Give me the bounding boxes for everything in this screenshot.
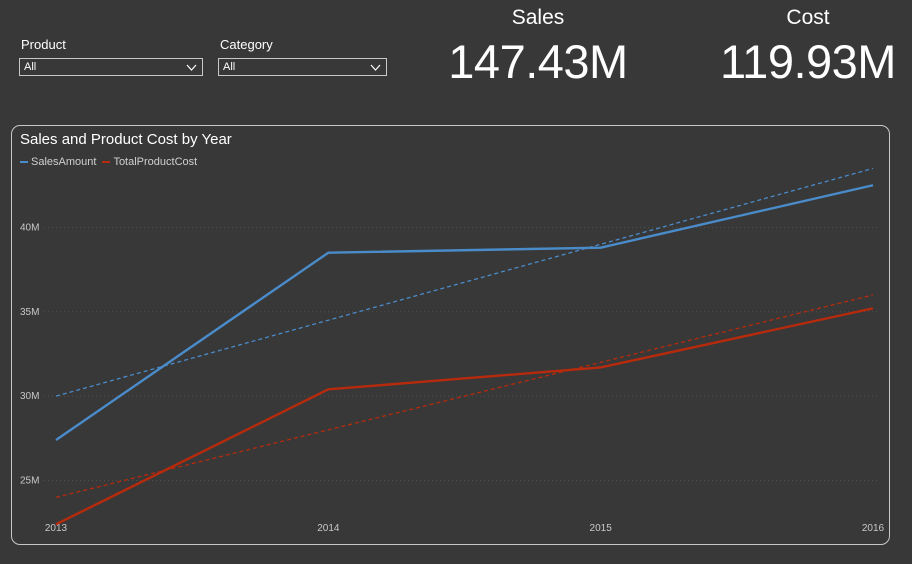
cost-kpi-title: Cost — [786, 6, 830, 29]
chart-legend: SalesAmount TotalProductCost — [20, 156, 197, 168]
legend-label-sales: SalesAmount — [31, 156, 97, 168]
sales-kpi-title: Sales — [511, 6, 565, 29]
sales-kpi-value: 147.43M — [448, 35, 628, 88]
legend-swatch-sales — [20, 161, 28, 163]
legend-item-sales[interactable]: SalesAmount — [20, 156, 96, 168]
chevron-down-icon — [186, 64, 197, 71]
trend-line — [55, 294, 874, 498]
product-dropdown-value: All — [24, 61, 37, 73]
category-dropdown-value: All — [223, 61, 236, 73]
legend-label-cost: TotalProductCost — [113, 156, 198, 168]
category-slicer-label: Category — [220, 37, 273, 52]
category-dropdown[interactable]: All — [218, 58, 387, 76]
series-line — [55, 307, 874, 526]
chevron-down-icon — [370, 64, 381, 71]
product-dropdown[interactable]: All — [19, 58, 203, 76]
trend-line — [55, 167, 874, 397]
legend-item-cost[interactable]: TotalProductCost — [102, 156, 197, 168]
line-chart-visual[interactable] — [11, 125, 890, 545]
cost-kpi-card: Cost 119.93M — [688, 6, 912, 89]
x-tick-label: 2014 — [317, 523, 340, 534]
y-tick-label: 30M — [20, 391, 39, 402]
product-slicer: Product All — [19, 37, 203, 76]
y-tick-label: 25M — [20, 475, 39, 486]
y-tick-label: 40M — [20, 222, 39, 233]
sales-kpi-card: Sales 147.43M — [418, 6, 658, 89]
x-tick-label: 2015 — [590, 523, 613, 534]
y-tick-label: 35M — [20, 307, 39, 318]
chart-title: Sales and Product Cost by Year — [20, 131, 232, 148]
category-slicer: Category All — [218, 37, 387, 76]
product-slicer-label: Product — [21, 37, 66, 52]
x-tick-label: 2016 — [862, 523, 885, 534]
cost-kpi-value: 119.93M — [720, 35, 896, 88]
series-line — [55, 184, 874, 441]
x-tick-label: 2013 — [45, 523, 68, 534]
legend-swatch-cost — [102, 161, 111, 163]
